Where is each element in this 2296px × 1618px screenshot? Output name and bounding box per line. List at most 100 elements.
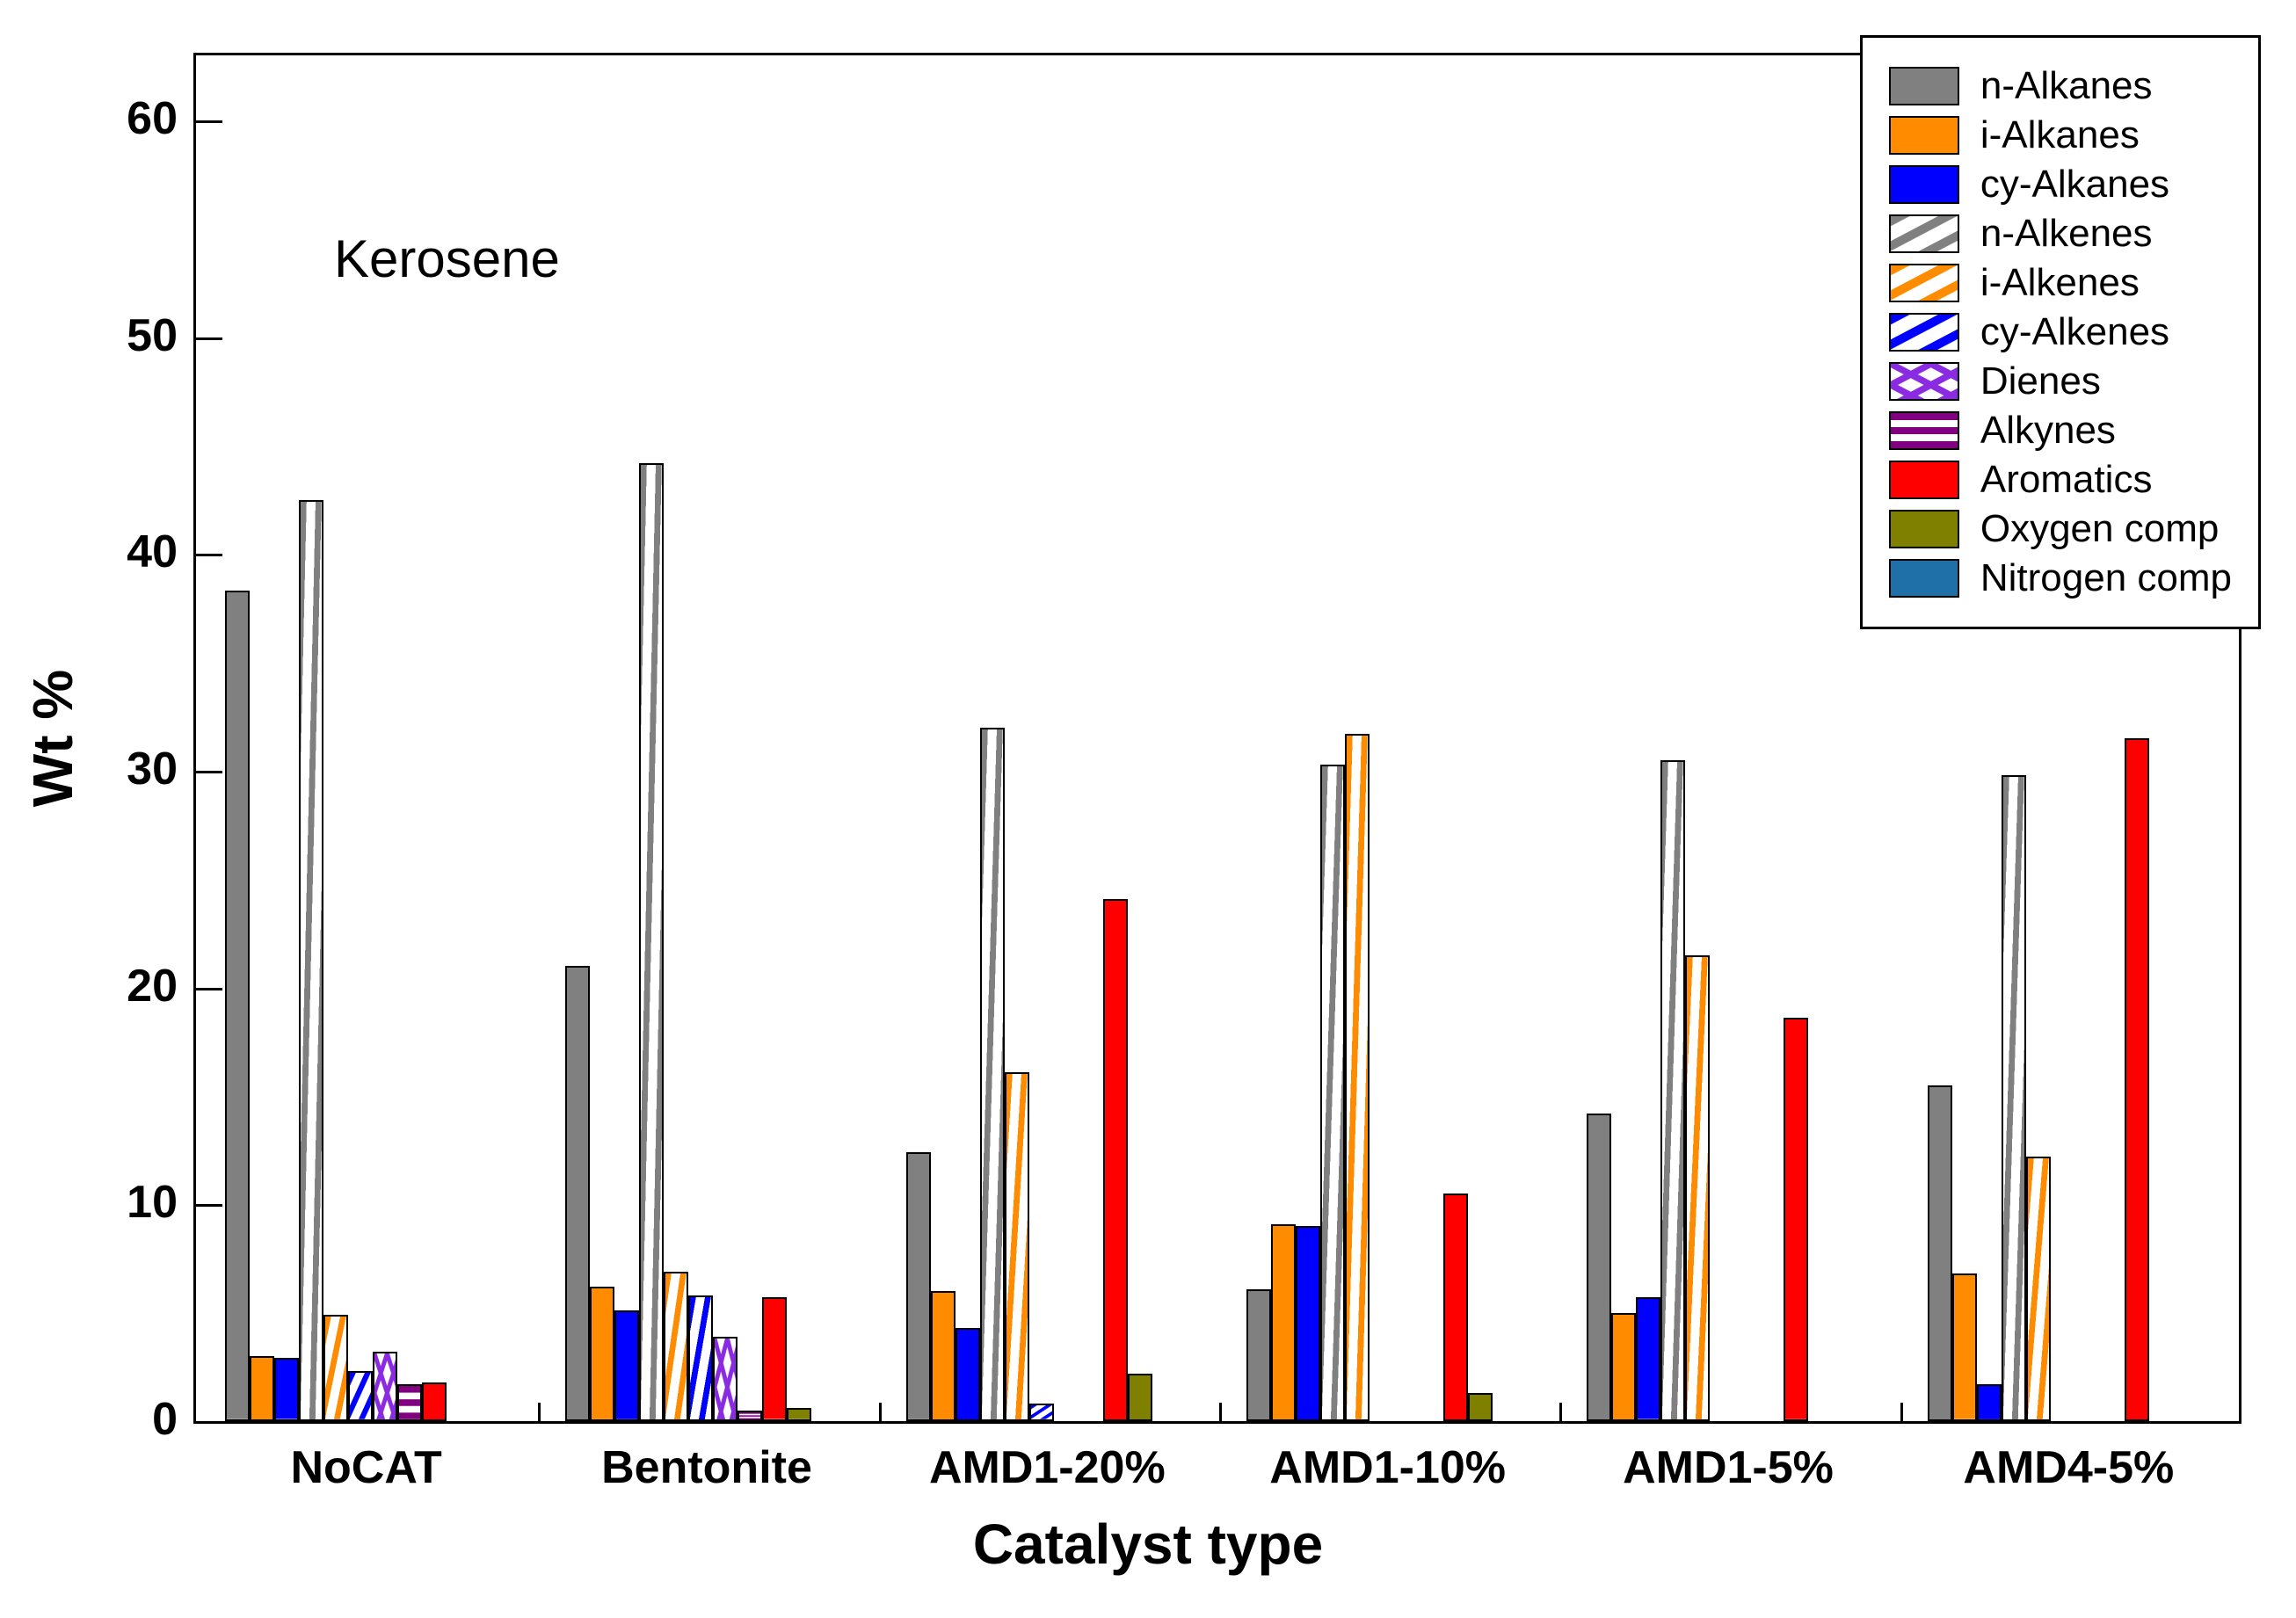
bar — [955, 1328, 980, 1421]
legend-item: n-Alkanes — [1889, 64, 2232, 108]
bar — [1784, 1018, 1808, 1421]
bar — [299, 500, 323, 1421]
bar — [323, 1315, 348, 1421]
bar — [1296, 1226, 1320, 1421]
bar — [1443, 1194, 1468, 1421]
legend-swatch — [1889, 461, 1959, 499]
legend-item: Dienes — [1889, 359, 2232, 403]
legend-item: Oxygen comp — [1889, 507, 2232, 551]
bar — [225, 591, 250, 1421]
bar — [1320, 765, 1345, 1421]
legend-swatch — [1889, 264, 1959, 302]
bar — [1685, 955, 1710, 1421]
x-tick — [1219, 1403, 1222, 1424]
x-category-label: Bentonite — [601, 1441, 812, 1494]
bar — [1128, 1374, 1152, 1421]
legend-item: n-Alkenes — [1889, 212, 2232, 256]
bar — [1271, 1224, 1296, 1421]
legend-swatch — [1889, 116, 1959, 155]
bar — [1660, 760, 1685, 1421]
legend-label: cy-Alkanes — [1980, 163, 2169, 207]
legend-item: i-Alkenes — [1889, 261, 2232, 305]
x-tick — [1900, 1403, 1903, 1424]
y-tick-label: 40 — [127, 526, 178, 578]
bar — [1005, 1072, 1029, 1421]
y-tick-label: 20 — [127, 960, 178, 1012]
x-axis-title: Catalyst type — [0, 1512, 2296, 1577]
y-tick — [196, 1204, 222, 1207]
legend-label: Dienes — [1980, 359, 2101, 403]
x-tick — [538, 1403, 541, 1424]
y-tick-label: 50 — [127, 309, 178, 362]
legend-label: n-Alkenes — [1980, 212, 2153, 256]
x-category-label: AMD1-5% — [1623, 1441, 1834, 1494]
bar — [1246, 1289, 1271, 1421]
legend-label: Alkynes — [1980, 409, 2116, 453]
bar — [1977, 1384, 2002, 1421]
chart-title: Kerosene — [334, 229, 560, 289]
bar — [664, 1272, 688, 1421]
bar — [1103, 899, 1128, 1421]
legend-swatch — [1889, 214, 1959, 253]
bar — [906, 1152, 931, 1421]
y-tick-label: 60 — [127, 92, 178, 145]
y-tick — [196, 554, 222, 556]
bar — [250, 1356, 274, 1421]
bar — [1952, 1273, 1977, 1421]
bar — [931, 1291, 955, 1421]
bar — [1029, 1404, 1054, 1421]
bar — [639, 463, 664, 1421]
legend-item: i-Alkanes — [1889, 113, 2232, 157]
y-tick — [196, 771, 222, 773]
legend-label: Nitrogen comp — [1980, 556, 2232, 600]
legend-label: n-Alkanes — [1980, 64, 2153, 108]
legend-label: i-Alkenes — [1980, 261, 2140, 305]
legend-label: Aromatics — [1980, 458, 2153, 502]
bar — [373, 1352, 397, 1421]
y-tick — [196, 120, 222, 123]
legend-swatch — [1889, 67, 1959, 105]
y-tick — [196, 988, 222, 990]
legend-item: cy-Alkenes — [1889, 310, 2232, 354]
legend-label: cy-Alkenes — [1980, 310, 2169, 354]
legend-swatch — [1889, 313, 1959, 352]
bar — [2002, 775, 2026, 1421]
x-tick — [879, 1403, 882, 1424]
legend-swatch — [1889, 362, 1959, 401]
legend-swatch — [1889, 510, 1959, 548]
bar — [980, 728, 1005, 1421]
bar — [1611, 1313, 1636, 1421]
bar — [1345, 734, 1370, 1421]
legend-item: Alkynes — [1889, 409, 2232, 453]
x-category-label: AMD4-5% — [1963, 1441, 2174, 1494]
bar — [1468, 1393, 1493, 1421]
bar — [2026, 1157, 2051, 1421]
x-category-label: AMD1-10% — [1269, 1441, 1506, 1494]
legend-label: i-Alkanes — [1980, 113, 2140, 157]
bar — [1928, 1085, 1952, 1421]
x-category-label: AMD1-20% — [929, 1441, 1166, 1494]
bar — [737, 1411, 762, 1421]
bar — [1636, 1297, 1660, 1421]
legend-swatch — [1889, 559, 1959, 598]
bar — [2125, 738, 2149, 1421]
legend-label: Oxygen comp — [1980, 507, 2219, 551]
bar — [1587, 1114, 1611, 1421]
bar — [565, 966, 590, 1421]
bar — [614, 1310, 639, 1421]
x-category-label: NoCAT — [290, 1441, 441, 1494]
bar — [713, 1337, 737, 1421]
y-tick — [196, 1421, 222, 1424]
chart-canvas: Kerosene Wt % Catalyst type n-Alkanesi-A… — [0, 0, 2296, 1618]
bar — [422, 1382, 447, 1421]
legend-swatch — [1889, 411, 1959, 450]
legend-item: Aromatics — [1889, 458, 2232, 502]
legend: n-Alkanes i-Alkanes cy-Alkanes n-Alkenes i-A… — [1860, 35, 2261, 629]
y-tick-label: 30 — [127, 743, 178, 795]
bar — [590, 1287, 614, 1421]
x-tick — [1559, 1403, 1562, 1424]
y-tick — [196, 337, 222, 340]
bar — [787, 1408, 811, 1421]
bar — [274, 1358, 299, 1421]
bar — [688, 1295, 713, 1421]
